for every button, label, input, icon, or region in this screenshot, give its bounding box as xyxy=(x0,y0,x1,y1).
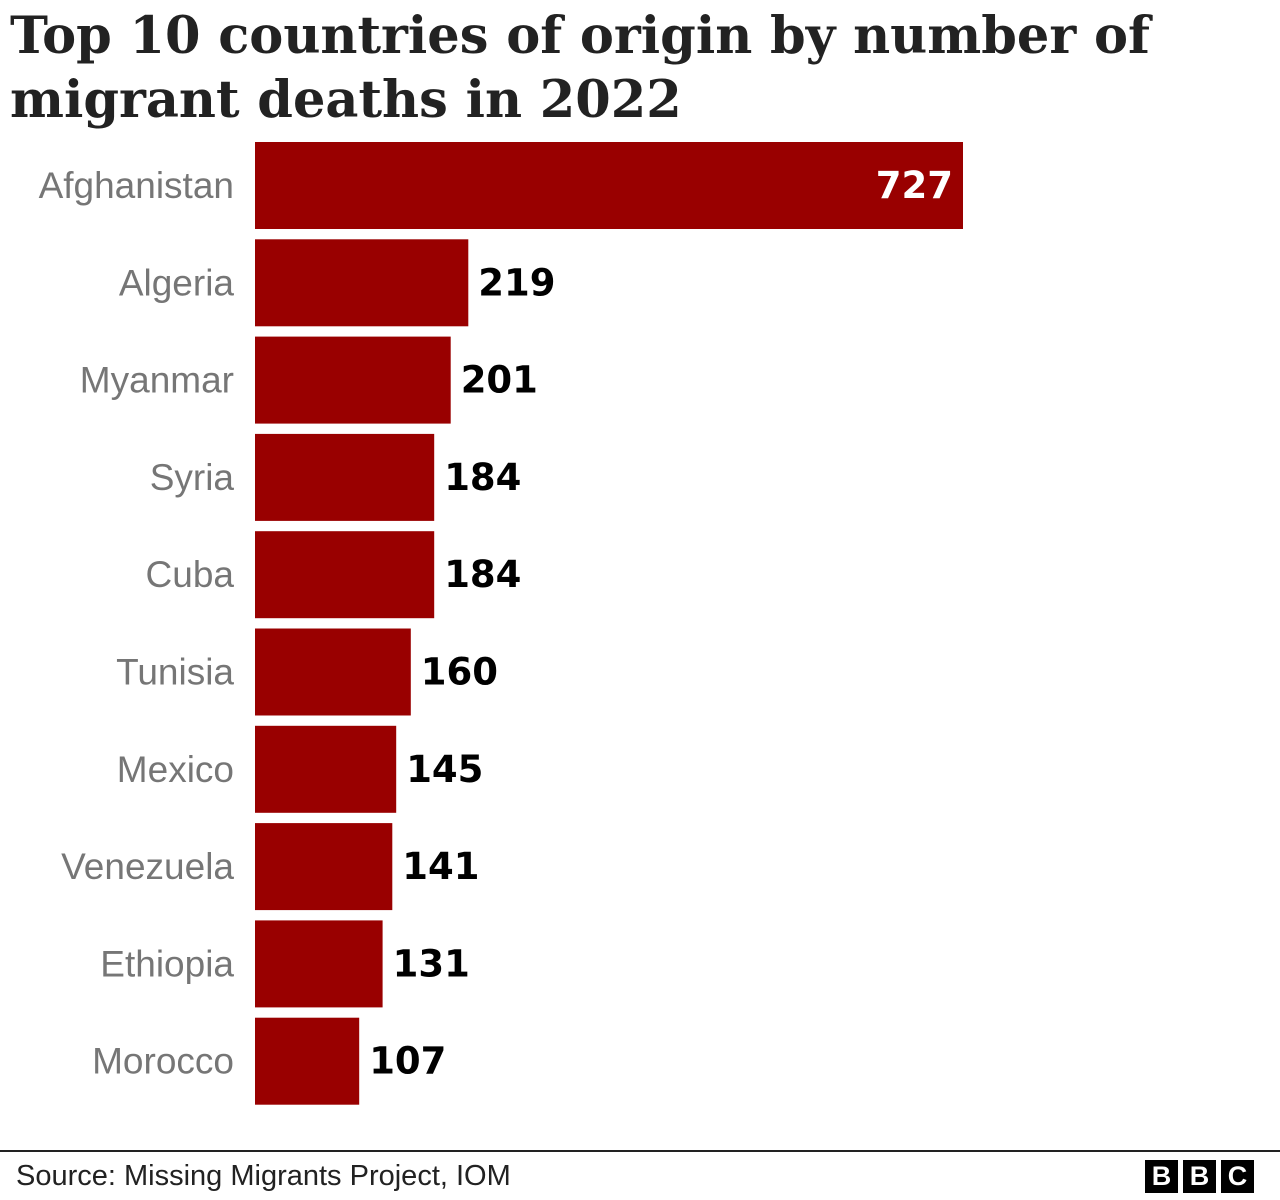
value-label-ethiopia: 131 xyxy=(393,942,470,985)
bar-tunisia xyxy=(255,628,411,716)
value-label-myanmar: 201 xyxy=(461,359,538,402)
category-label-cuba: Cuba xyxy=(146,554,235,595)
value-label-syria: 184 xyxy=(444,456,521,499)
category-label-algeria: Algeria xyxy=(119,262,235,303)
value-label-cuba: 184 xyxy=(444,553,521,596)
bar-venezuela xyxy=(255,823,393,911)
value-label-algeria: 219 xyxy=(478,261,555,304)
category-label-syria: Syria xyxy=(150,457,235,498)
category-label-afghanistan: Afghanistan xyxy=(39,165,234,206)
bar-algeria xyxy=(255,239,469,327)
value-label-morocco: 107 xyxy=(369,1040,446,1083)
footer-divider xyxy=(0,1150,1280,1152)
bbc-logo: B B C xyxy=(1145,1160,1254,1193)
value-label-tunisia: 160 xyxy=(421,651,498,694)
bar-syria xyxy=(255,433,435,521)
value-label-mexico: 145 xyxy=(406,748,483,791)
bbc-logo-letter-b2: B xyxy=(1183,1160,1216,1193)
value-label-afghanistan: 727 xyxy=(876,164,953,207)
category-label-tunisia: Tunisia xyxy=(116,652,234,693)
bar-cuba xyxy=(255,531,435,619)
source-note: Source: Missing Migrants Project, IOM xyxy=(16,1160,511,1192)
category-label-venezuela: Venezuela xyxy=(61,846,234,887)
bar-myanmar xyxy=(255,336,451,424)
category-label-ethiopia: Ethiopia xyxy=(100,943,234,984)
bar-ethiopia xyxy=(255,920,383,1008)
bar-morocco xyxy=(255,1017,360,1105)
category-label-morocco: Morocco xyxy=(92,1041,234,1082)
category-label-mexico: Mexico xyxy=(117,749,234,790)
bbc-logo-letter-b1: B xyxy=(1145,1160,1178,1193)
chart-title: Top 10 countries of origin by number of … xyxy=(10,6,1150,130)
category-label-myanmar: Myanmar xyxy=(80,360,234,401)
bbc-logo-letter-c: C xyxy=(1221,1160,1254,1193)
bar-afghanistan xyxy=(255,142,963,229)
value-label-venezuela: 141 xyxy=(402,845,479,888)
bar-mexico xyxy=(255,725,397,813)
